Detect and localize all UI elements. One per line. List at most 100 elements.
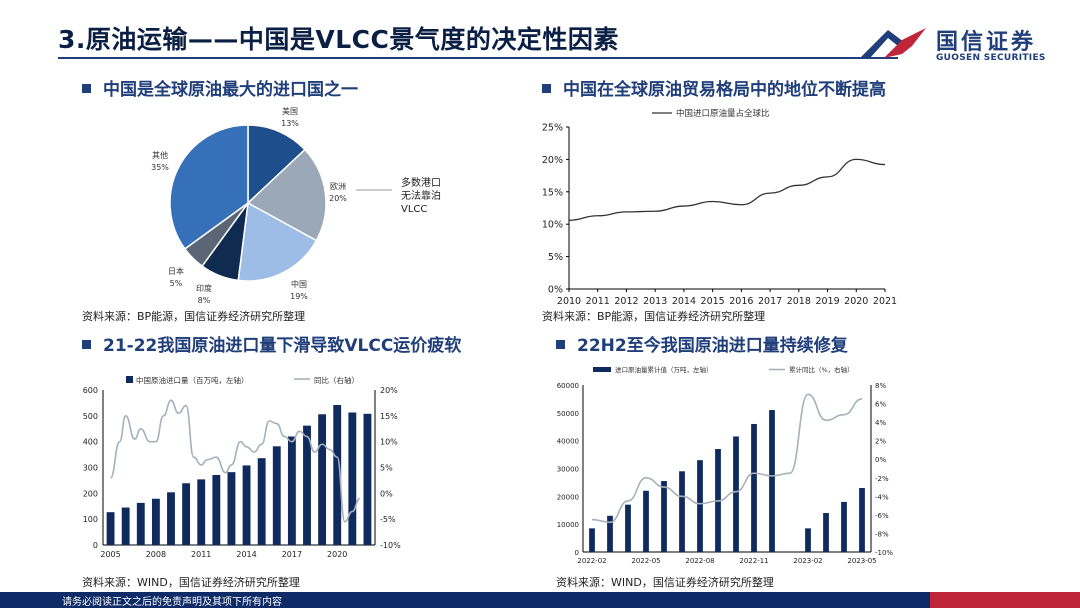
y-tick-label-right: -10% [380, 541, 401, 550]
y-tick-label-left: 500 [83, 412, 98, 421]
bar-monthly-imports [697, 460, 703, 552]
bar-monthly-imports [679, 471, 685, 552]
x-tick-label: 2015 [701, 296, 725, 307]
bar-annual-imports [363, 413, 372, 545]
section-title-text: 中国在全球原油贸易格局中的地位不断提高 [563, 80, 886, 100]
bar-annual-imports [242, 465, 251, 545]
bar-monthly-imports [769, 410, 775, 552]
y-tick-label-left: 20000 [557, 493, 579, 501]
combo-chart-annual-imports: 0 100 200 300 400 500 600 -10% -5% 0% 5% 10% 15% 20% 2… [83, 375, 401, 559]
section-bullet-icon [82, 340, 91, 349]
x-tick-label: 2016 [729, 296, 753, 307]
y-tick-label-right: -4% [875, 493, 889, 501]
y-tick-label-left: 0 [93, 541, 98, 550]
logo-name-en: GUOSEN SECURITIES [936, 53, 1046, 63]
footer-accent [930, 592, 1080, 608]
pie-label: 其他 [152, 150, 168, 160]
y-tick-label-left: 600 [83, 386, 98, 395]
legend-label-line: 同比（右轴） [314, 375, 359, 385]
pie-label: 日本 [168, 266, 184, 276]
bar-annual-imports [257, 458, 266, 545]
y-tick-label-right: 10% [380, 438, 398, 447]
y-tick-label: 5% [548, 252, 563, 263]
bar-monthly-imports [589, 528, 595, 552]
page-title: 3.原油运输——中国是VLCC景气度的决定性因素 [58, 25, 619, 54]
logo-name-cn: 国信证券 [936, 30, 1037, 55]
bar-annual-imports [348, 412, 357, 545]
x-tick-label: 2014 [236, 550, 256, 559]
combo-chart-monthly-imports: 0 10000 20000 30000 40000 50000 60000 -10% -8% -6… [557, 365, 894, 565]
x-tick-label: 2013 [643, 296, 667, 307]
pie-slice-2 [237, 201, 318, 282]
y-tick-label: 25% [542, 123, 563, 134]
legend-swatch-bar [593, 367, 611, 372]
y-tick-label-right: 2% [875, 438, 886, 446]
bar-monthly-imports [751, 423, 757, 552]
y-tick-label-right: 20% [380, 386, 398, 395]
x-tick-label: 2005 [100, 550, 120, 559]
x-tick-label: 2019 [815, 296, 839, 307]
y-tick-label: 20% [542, 155, 563, 166]
x-tick-label: 2021 [873, 296, 897, 307]
line-chart-china-share: 0% 5% 10% 15% 20% 25% 2010 2011 2012 2013 2014 2015… [542, 108, 897, 307]
pie-label: 中国 [291, 279, 307, 289]
x-tick-label: 2022-11 [739, 557, 768, 565]
x-tick-label: 2020 [844, 296, 868, 307]
y-tick-label-right: 15% [380, 412, 398, 421]
y-tick-label-left: 30000 [557, 466, 579, 474]
bar-annual-imports [318, 414, 327, 545]
y-tick-label-left: 50000 [557, 410, 579, 418]
pie-label: 美国 [282, 106, 298, 116]
bar-monthly-imports [805, 528, 811, 552]
source-note-recovery: 资料来源：WIND，国信证券经济研究所整理 [556, 576, 774, 589]
guosen-logo-icon [860, 28, 926, 58]
y-tick-label-left: 300 [83, 464, 98, 473]
source-note-imports: 资料来源：WIND，国信证券经济研究所整理 [82, 576, 300, 589]
pie-slice-5 [169, 124, 249, 250]
footer-bar: 请务必阅读正文之后的免责声明及其项下所有内容 [0, 592, 1080, 608]
x-tick-label: 2022-08 [685, 557, 714, 565]
bar-annual-imports [227, 472, 236, 545]
legend-label-line: 累计同比（%，右轴） [789, 365, 854, 374]
y-tick-label-left: 0 [575, 549, 579, 557]
bar-annual-imports [151, 498, 160, 545]
pie-pct: 5% [170, 279, 183, 288]
y-tick-label: 10% [542, 220, 563, 231]
series-line-china-share [568, 158, 886, 221]
y-tick-label-left: 400 [83, 438, 98, 447]
y-tick-label-right: -2% [875, 475, 889, 483]
section-bullet-icon [82, 84, 91, 93]
pie-pct: 35% [151, 163, 169, 172]
x-tick-label: 2023-05 [847, 557, 876, 565]
series-line-yoy [109, 399, 361, 523]
bar-annual-imports [272, 446, 281, 545]
pie-pct: 13% [281, 119, 299, 128]
y-tick-label-right: -6% [875, 512, 889, 520]
y-tick-label: 15% [542, 187, 563, 198]
y-tick-label-right: -5% [380, 515, 396, 524]
y-tick-label-right: -10% [875, 549, 893, 557]
x-tick-label: 2014 [672, 296, 696, 307]
section-title-text: 21-22我国原油进口量下滑导致VLCC运价疲软 [103, 336, 462, 356]
y-tick-label-right: 0% [380, 489, 393, 498]
bar-monthly-imports [841, 501, 847, 552]
pie-pct: 8% [198, 296, 211, 305]
pie-label: 欧洲 [330, 181, 346, 191]
pie-slice-1 [246, 148, 327, 242]
x-tick-label: 2022-02 [577, 557, 606, 565]
section-title-imports: 21-22我国原油进口量下滑导致VLCC运价疲软 [82, 331, 461, 356]
x-tick-label: 2008 [146, 550, 166, 559]
bar-annual-imports [106, 512, 115, 545]
y-tick-label-left: 40000 [557, 438, 579, 446]
bar-monthly-imports [823, 513, 829, 552]
section-title-share: 中国在全球原油贸易格局中的地位不断提高 [542, 75, 886, 100]
bar-monthly-imports [733, 436, 739, 552]
x-tick-label: 2020 [327, 550, 347, 559]
bar-monthly-imports [643, 490, 649, 552]
pie-label: 印度 [196, 283, 212, 293]
y-tick-label-left: 10000 [557, 521, 579, 529]
y-tick-label-right: 8% [875, 382, 886, 390]
bar-annual-imports [287, 436, 296, 545]
section-bullet-icon [542, 84, 551, 93]
